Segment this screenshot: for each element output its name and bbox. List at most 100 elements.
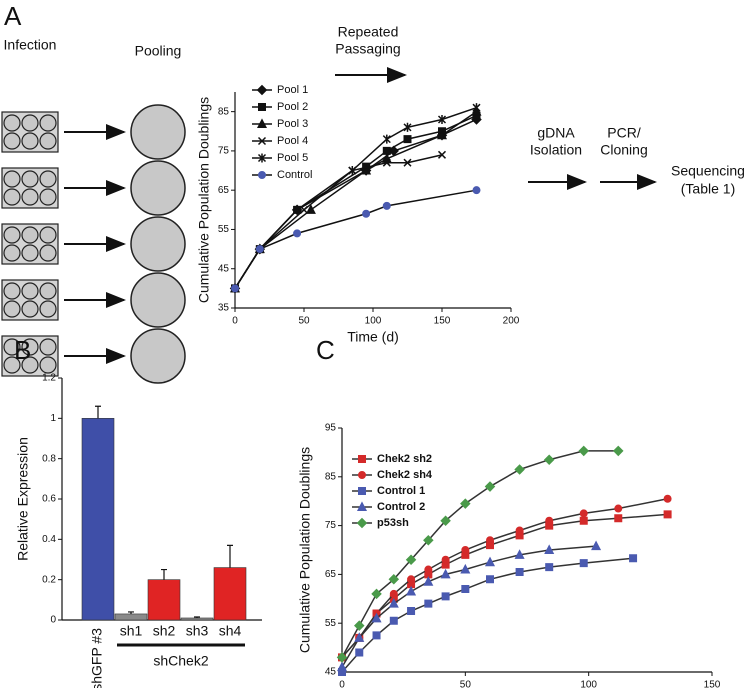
marker <box>441 592 450 601</box>
well <box>3 338 21 356</box>
well <box>3 300 21 318</box>
step-label: Infection <box>4 37 57 53</box>
marker <box>663 494 672 503</box>
marker <box>354 620 365 631</box>
marker <box>461 585 470 594</box>
marker <box>436 129 448 140</box>
error-bar <box>95 405 101 419</box>
marker <box>257 153 267 163</box>
x-tick-label: 0 <box>339 680 345 688</box>
step-label: Passaging <box>335 41 400 57</box>
marker <box>591 540 602 551</box>
step-label: gDNA <box>537 125 575 141</box>
y-tick-label: 0.8 <box>42 453 56 464</box>
marker <box>424 565 433 574</box>
marker <box>407 575 416 584</box>
marker <box>545 563 554 572</box>
marker <box>371 612 382 623</box>
marker <box>358 487 366 495</box>
marker <box>486 536 494 545</box>
legend-label: Chek2 sh4 <box>377 469 433 481</box>
marker <box>484 481 496 492</box>
marker <box>382 146 391 155</box>
legend-label: p53sh <box>377 517 409 529</box>
step-label: PCR/ <box>607 125 641 141</box>
series-line <box>341 498 668 658</box>
y-tick-label: 75 <box>218 146 230 157</box>
series-line <box>341 545 597 668</box>
marker <box>293 229 302 238</box>
error-bar <box>227 544 233 568</box>
well <box>39 338 57 356</box>
marker <box>460 498 471 509</box>
y-tick-label: 65 <box>325 569 337 580</box>
well <box>3 226 21 244</box>
bar <box>180 617 214 621</box>
y-tick-label: 0.4 <box>42 534 56 545</box>
well <box>3 114 21 132</box>
legend-label: Control 1 <box>377 485 425 497</box>
marker <box>613 445 624 457</box>
well <box>3 356 21 374</box>
well <box>39 226 57 244</box>
y-tick-label: 85 <box>218 106 230 117</box>
marker <box>437 150 447 159</box>
marker <box>423 576 434 586</box>
bar <box>81 418 115 621</box>
marker <box>406 585 417 596</box>
well <box>39 170 57 188</box>
marker <box>356 501 368 511</box>
well <box>21 114 39 132</box>
well <box>3 188 21 206</box>
well <box>3 132 21 150</box>
y-tick-label: 0.2 <box>42 574 56 585</box>
marker <box>382 134 391 144</box>
well <box>21 282 39 300</box>
marker <box>382 201 391 210</box>
group-label: shChek2 <box>153 653 208 669</box>
well <box>21 188 39 206</box>
y-tick-label: 0 <box>50 615 56 626</box>
legend-label: Pool 5 <box>277 152 308 164</box>
marker <box>544 544 555 554</box>
marker <box>441 555 450 564</box>
x-tick-label: 150 <box>704 680 721 688</box>
marker <box>407 607 416 615</box>
marker <box>256 84 268 96</box>
marker <box>258 103 266 111</box>
well <box>21 356 39 374</box>
marker <box>440 568 451 579</box>
x-tick-label: sh4 <box>219 623 242 639</box>
marker <box>362 209 371 218</box>
y-tick-label: 45 <box>325 667 337 678</box>
marker <box>472 103 481 113</box>
legend-label: Pool 3 <box>277 118 308 130</box>
marker <box>258 171 266 179</box>
well <box>21 300 39 318</box>
series-line <box>234 106 477 289</box>
marker <box>305 204 316 214</box>
marker <box>543 454 555 465</box>
step-label: Isolation <box>530 142 582 158</box>
x-tick-label: sh3 <box>186 623 209 639</box>
marker <box>545 516 554 525</box>
series-line <box>234 118 477 289</box>
marker <box>579 509 588 518</box>
marker <box>382 158 391 167</box>
bar <box>147 579 181 621</box>
y-tick-label: 55 <box>325 618 337 629</box>
step-label: Pooling <box>135 43 182 59</box>
y-tick-label: 1 <box>50 413 56 424</box>
well <box>39 300 57 318</box>
legend-label: Control <box>277 169 312 181</box>
y-tick-label: 45 <box>218 263 230 274</box>
x-tick-label: 50 <box>460 680 472 688</box>
panel-label: A <box>4 1 22 31</box>
marker <box>388 598 399 608</box>
marker <box>405 554 417 566</box>
panel-label: C <box>316 335 335 365</box>
marker <box>424 599 433 608</box>
marker <box>361 164 372 175</box>
marker <box>663 510 672 519</box>
